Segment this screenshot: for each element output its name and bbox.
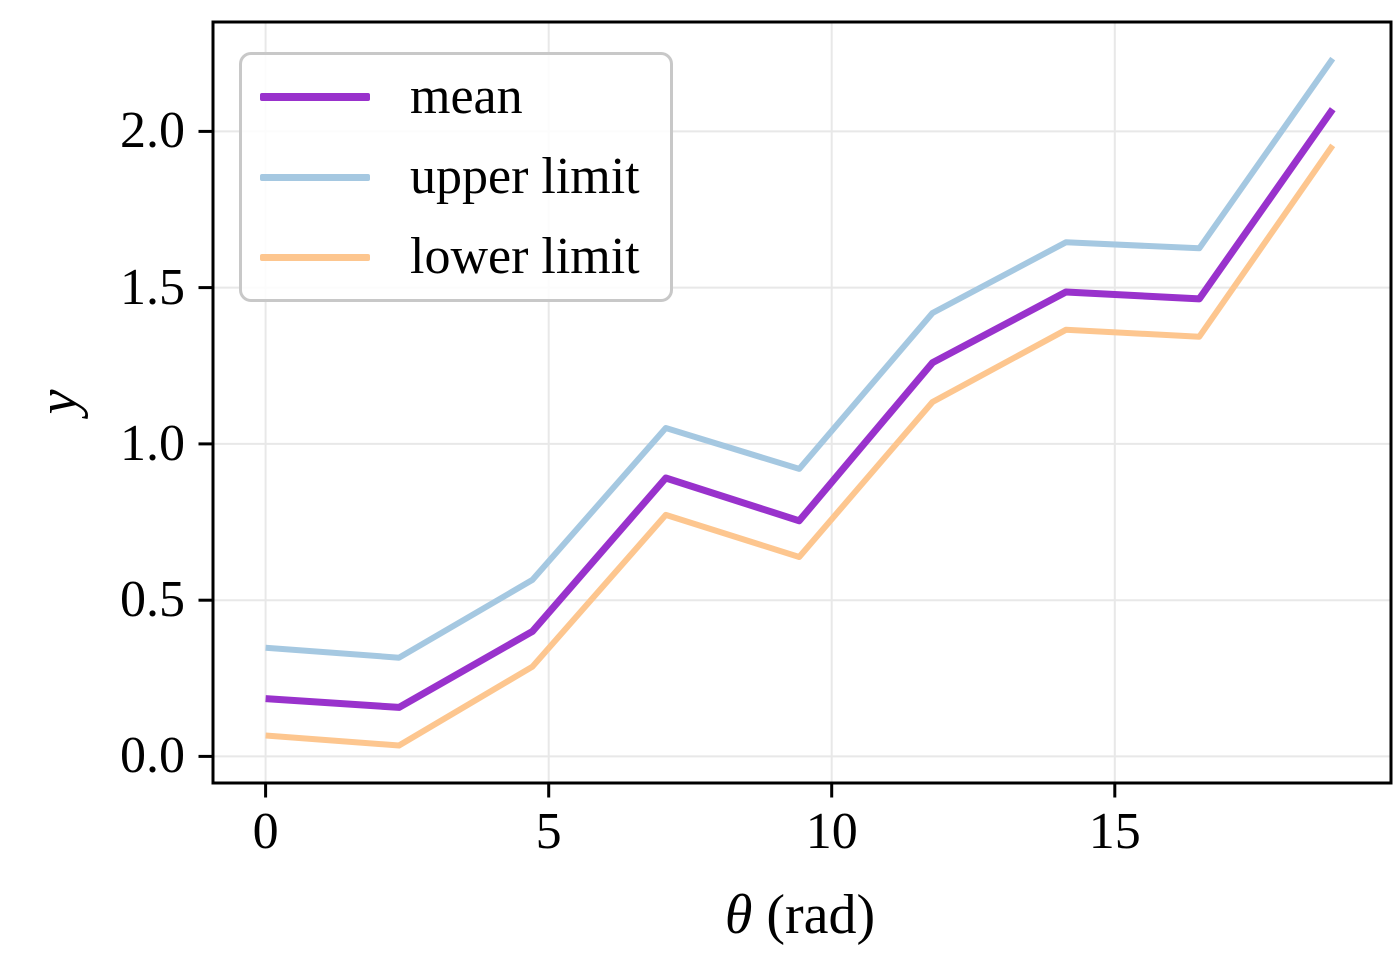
x-tick-label: 15 — [1088, 803, 1141, 860]
data-series — [265, 56, 1336, 749]
legend-box: mean upper limit lower limit — [239, 52, 673, 302]
y-tick-label: 0.0 — [120, 727, 185, 785]
legend-label: mean — [410, 68, 523, 125]
x-tick-label: 10 — [805, 803, 858, 860]
legend-entry: mean — [260, 57, 640, 137]
y-axis-label: y — [27, 389, 89, 415]
x-axis-unit: (rad) — [752, 884, 876, 946]
axis-ticks — [198, 129, 1117, 798]
y-tick-label: 0.5 — [120, 571, 185, 629]
theta-symbol: θ — [724, 884, 753, 946]
series-line-mean — [265, 107, 1336, 711]
y-tick-label: 2.0 — [120, 102, 185, 160]
legend-line-swatch — [260, 173, 370, 181]
x-axis-label: θ (rad) — [725, 886, 875, 944]
series-line-lower-limit — [265, 143, 1336, 749]
legend-label: lower limit — [410, 228, 640, 285]
plot-border — [211, 20, 1393, 785]
legend-line-swatch — [260, 253, 370, 261]
y-tick-label: 1.0 — [120, 414, 185, 472]
y-tick-label: 1.5 — [120, 258, 185, 316]
legend-label: upper limit — [410, 148, 640, 205]
series-line-upper-limit — [265, 56, 1336, 661]
legend-entry: lower limit — [260, 217, 640, 297]
legend-line-swatch — [260, 93, 370, 101]
legend-entry: upper limit — [260, 137, 640, 217]
x-tick-label: 5 — [535, 803, 562, 860]
x-tick-label: 0 — [252, 803, 279, 860]
